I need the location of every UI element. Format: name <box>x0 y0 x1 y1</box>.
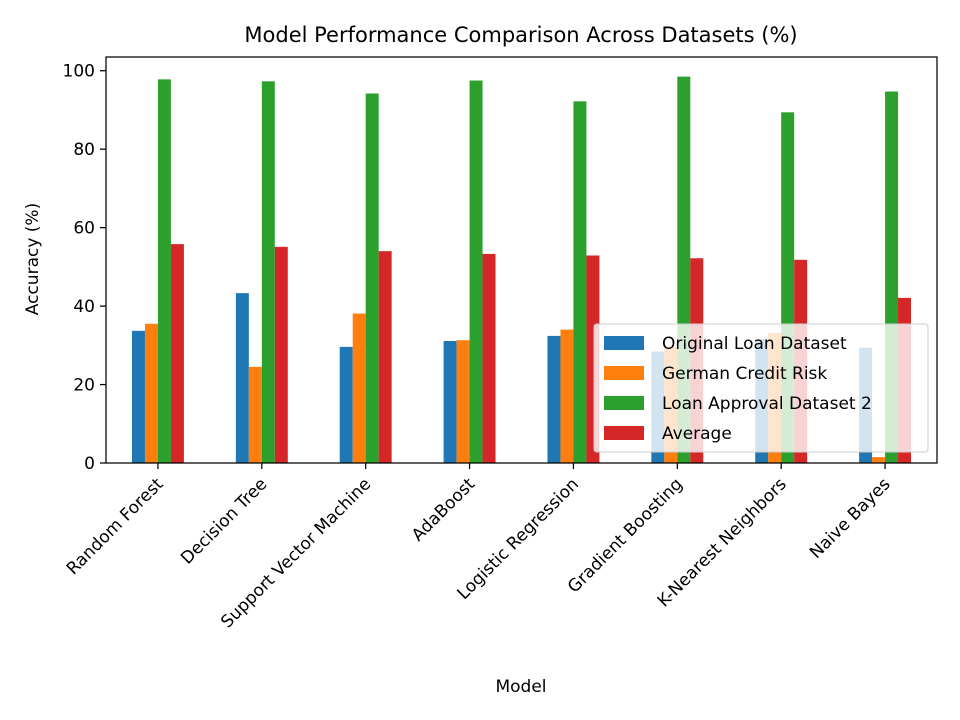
bar <box>482 253 496 463</box>
bar <box>261 81 275 463</box>
y-tick-label: 0 <box>84 454 95 474</box>
bar <box>365 93 379 463</box>
x-tick-label: AdaBoost <box>408 474 479 545</box>
bar <box>573 101 587 463</box>
bar <box>560 329 574 463</box>
x-tick-label: Decision Tree <box>177 474 271 568</box>
bar <box>170 244 184 463</box>
y-tick-label: 20 <box>73 376 95 396</box>
bar <box>443 341 457 463</box>
legend: Original Loan Dataset German Credit Risk L… <box>593 323 929 453</box>
bar <box>469 80 483 464</box>
bar <box>339 346 353 463</box>
bar <box>872 457 886 463</box>
y-axis-label: Accuracy (%) <box>23 203 43 315</box>
bar <box>378 251 392 463</box>
x-tick-label: Gradient Boosting <box>564 474 687 597</box>
bar <box>157 79 171 463</box>
y-tick-label: 80 <box>73 140 95 160</box>
y-tick-label: 40 <box>73 297 95 317</box>
bar <box>131 330 145 463</box>
legend-swatch <box>604 366 644 380</box>
legend-swatch <box>604 396 644 410</box>
legend-box <box>593 323 929 453</box>
bar <box>235 293 249 463</box>
legend-swatch <box>604 426 644 440</box>
legend-entry: Average <box>662 424 732 444</box>
x-tick-label: Random Forest <box>63 474 168 579</box>
legend-entry: German Credit Risk <box>662 364 827 384</box>
y-tick-label: 100 <box>63 62 95 82</box>
legend-entry: Loan Approval Dataset 2 <box>662 394 872 414</box>
bar <box>352 313 366 463</box>
y-tick-label: 60 <box>73 219 95 239</box>
x-tick-label: Naive Bayes <box>806 474 895 563</box>
bar <box>248 366 262 463</box>
bar <box>547 335 561 463</box>
chart-title: Model Performance Comparison Across Data… <box>244 23 797 47</box>
legend-swatch <box>604 336 644 350</box>
legend-entry: Original Loan Dataset <box>662 334 847 354</box>
bar <box>456 340 470 463</box>
bar <box>144 323 158 463</box>
x-axis-label: Model <box>495 677 546 697</box>
bar <box>274 246 288 463</box>
plot-frame <box>105 56 938 464</box>
